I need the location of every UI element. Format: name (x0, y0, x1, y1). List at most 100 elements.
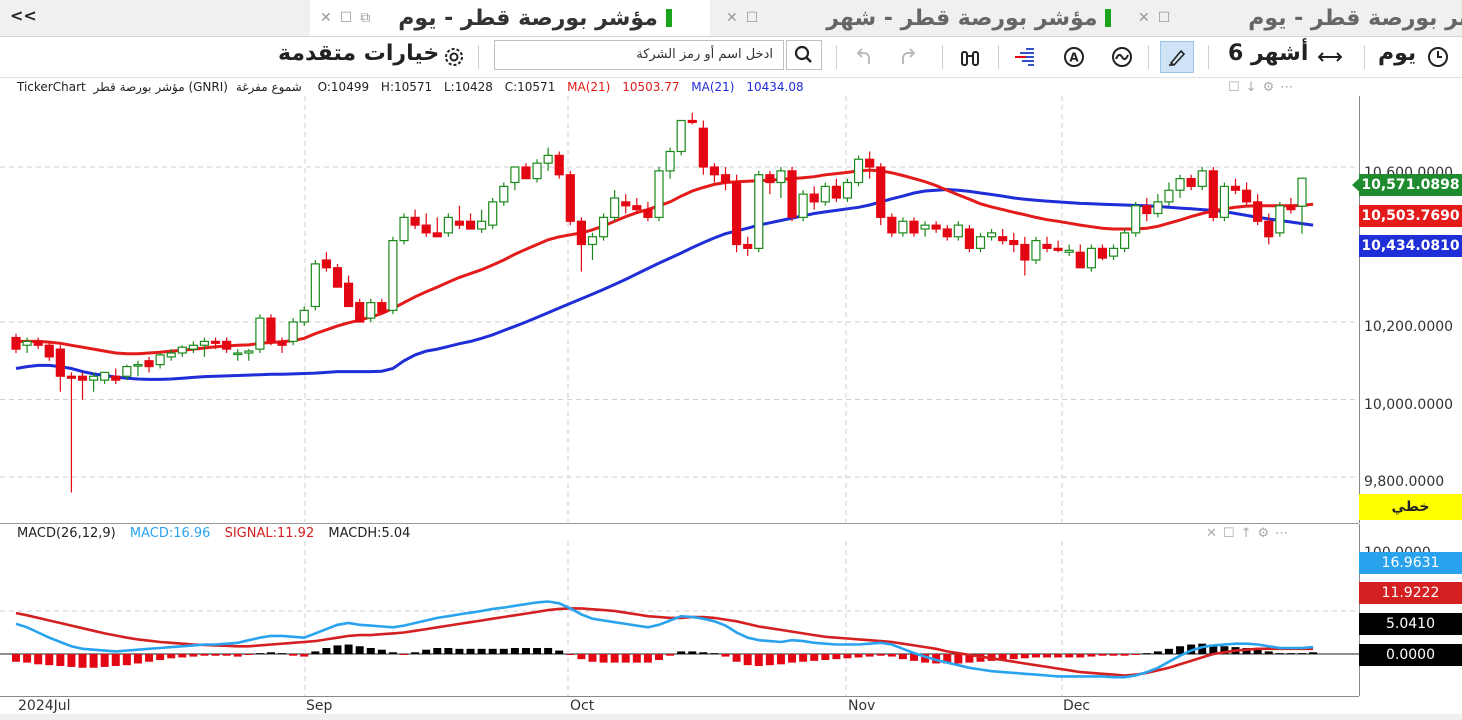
undo-icon[interactable] (850, 43, 878, 71)
candle-body (1142, 205, 1152, 215)
candle-body (1264, 220, 1274, 238)
candle-body (332, 267, 343, 288)
maximize-icon[interactable]: ☐ (339, 10, 353, 26)
candle-body (621, 201, 631, 207)
macd-hist-bar (1065, 654, 1074, 658)
tab-title: مؤشر بورصة قطر - يوم (398, 5, 658, 31)
candle-body (1219, 185, 1229, 218)
maximize-icon[interactable]: ☐ (745, 10, 759, 26)
candle-body (1253, 201, 1263, 222)
close-icon[interactable]: ✕ (726, 10, 738, 26)
range-label[interactable]: 6 أشهر (1228, 41, 1309, 66)
advanced-options-label[interactable]: خيارات متقدمة (278, 41, 440, 66)
maximize-icon[interactable]: ☐ (1222, 526, 1235, 541)
candle-body (377, 302, 387, 313)
candle-body (11, 336, 21, 350)
candle-body (255, 317, 265, 350)
x-label: Nov (848, 698, 876, 714)
macd-hist-bar (111, 654, 120, 667)
candle-body (1097, 247, 1108, 259)
candle-body (1175, 178, 1185, 191)
candle-body (521, 166, 531, 180)
macd-hist-bar (433, 647, 442, 654)
tab-qse-daily[interactable]: ✕ ☐ ⧉ مؤشر بورصة قطر - يوم (310, 0, 710, 36)
macd-hist-bar (544, 647, 553, 654)
macd-hist-bar (233, 654, 242, 657)
price-chart[interactable] (0, 96, 1359, 522)
macd-hist-bar (621, 654, 630, 663)
macd-hist-bar (289, 654, 298, 656)
candle-body (565, 174, 575, 222)
indicator-icon[interactable] (1108, 43, 1136, 71)
high-value: H:10571 (380, 80, 433, 94)
tab-qse-monthly[interactable]: ✕ ☐ مؤشر بورصة قطر - شهر (716, 0, 1126, 36)
candle-body (1086, 247, 1096, 269)
macd-hist-bar (1109, 654, 1118, 656)
candle-body (876, 166, 886, 218)
candle-body (222, 340, 232, 350)
macd-hist-bar (322, 647, 331, 654)
candle-body (1230, 185, 1241, 191)
candle-body (233, 352, 243, 356)
more-icon[interactable]: ⋯ (1275, 526, 1289, 541)
tab-qse-daily-2[interactable]: ✕ ☐ شر بورصة قطر - يوم (1128, 0, 1462, 36)
detach-icon[interactable]: ⧉ (360, 10, 371, 26)
macd-hist-bar (655, 654, 663, 661)
macd-hist-bar (100, 654, 109, 667)
gear-icon[interactable]: ⚙ (1262, 80, 1275, 95)
macd-hist-bar (1253, 649, 1262, 654)
ma-blue-value: 10434.08 (746, 80, 804, 94)
macd-hist-bar (1009, 654, 1018, 660)
price-axis-line (1359, 96, 1360, 523)
arrow-down-icon[interactable]: ↓ (1245, 80, 1257, 95)
candle-body (898, 220, 908, 234)
macd-hist-bar (89, 654, 98, 668)
volume-profile-icon[interactable] (1012, 43, 1040, 71)
candle-body (998, 236, 1008, 242)
candle-body (432, 232, 442, 238)
candle-body (920, 224, 930, 230)
collapse-tabs-button[interactable]: << (10, 6, 37, 25)
candle-body (743, 243, 753, 249)
close-icon[interactable]: ✕ (320, 10, 332, 26)
close-icon[interactable]: ✕ (1138, 10, 1150, 26)
macd-name: MACD(26,12,9) (17, 526, 116, 541)
macd-hist-bar (510, 647, 519, 654)
candle-body (720, 174, 731, 184)
clock-icon[interactable] (1424, 43, 1452, 71)
maximize-icon[interactable]: ☐ (1228, 80, 1240, 95)
horizontal-scrollbar[interactable] (0, 714, 1462, 720)
candle-body (188, 344, 198, 350)
candle-body (77, 375, 88, 381)
gear-icon[interactable]: ⚙ (1257, 526, 1270, 541)
ma-red-label: MA(21) (567, 80, 611, 94)
panel-divider[interactable] (0, 523, 1359, 524)
close-icon[interactable]: ✕ (1206, 526, 1217, 541)
maximize-icon[interactable]: ☐ (1157, 10, 1171, 26)
macd-hist-bar (333, 645, 342, 654)
more-icon[interactable]: ⋯ (1280, 80, 1294, 95)
candle-body (1153, 201, 1163, 215)
search-button[interactable] (786, 40, 822, 70)
candle-body (853, 158, 864, 184)
alert-icon[interactable]: A (1060, 43, 1088, 71)
macd-hist-bar (67, 654, 76, 667)
macd-hist-bar (45, 654, 54, 666)
binoculars-icon[interactable] (956, 43, 984, 71)
range-arrows-icon[interactable] (1316, 43, 1344, 71)
candle-body (986, 232, 997, 238)
candle-body (199, 340, 210, 346)
settings-gear-icon[interactable] (440, 43, 468, 71)
company-search-input[interactable]: ادخل اسم أو رمز الشركة (494, 40, 784, 70)
macd-hist-bar (1286, 653, 1295, 655)
interval-label[interactable]: يوم (1378, 41, 1417, 66)
zero-value-badge: 0.0000 (1359, 644, 1462, 666)
scale-mode-button[interactable]: خطي (1359, 494, 1462, 520)
candle-body (100, 371, 110, 381)
macd-chart[interactable] (0, 541, 1359, 696)
draw-tool-icon[interactable] (1160, 41, 1194, 73)
candle-body (321, 259, 332, 269)
candle-body (1075, 251, 1085, 269)
arrow-up-icon[interactable]: ↑ (1240, 526, 1252, 541)
redo-icon[interactable] (894, 43, 922, 71)
